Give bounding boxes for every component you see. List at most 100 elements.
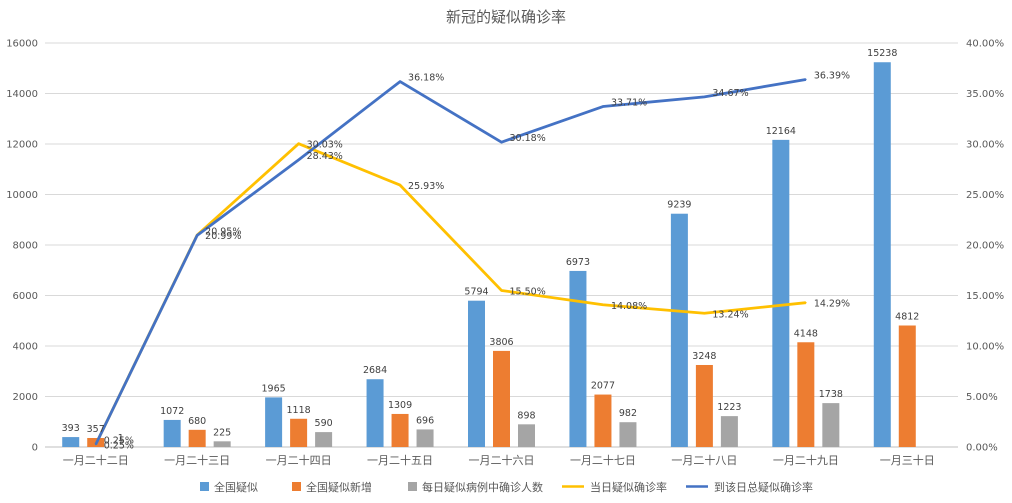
right-tick-label: 20.00%: [966, 241, 1004, 252]
bar-data-label: 3806: [489, 337, 513, 348]
right-tick-label: 30.00%: [966, 140, 1004, 151]
line-data-label: 28.43%: [307, 151, 343, 162]
line-point: [94, 443, 97, 446]
line-point: [297, 142, 300, 145]
bar-data-label: 680: [188, 416, 206, 427]
right-tick-label: 40.00%: [966, 39, 1004, 50]
bar: [366, 379, 384, 447]
bar: [188, 429, 206, 447]
bar: [163, 419, 181, 447]
bar-data-label: 4148: [794, 328, 818, 339]
bar: [62, 437, 80, 447]
left-tick-label: 2000: [13, 392, 38, 403]
line-data-label: 14.29%: [814, 299, 850, 310]
bar: [873, 62, 891, 447]
series-line: [94, 78, 807, 446]
bar: [594, 394, 612, 447]
category-label: 一月三十日: [880, 453, 935, 467]
line-point: [500, 289, 503, 292]
bar-data-label: 696: [416, 415, 434, 426]
bar-data-label: 1223: [717, 402, 741, 413]
bar-data-label: 9239: [667, 200, 691, 211]
bar-data-label: 5794: [464, 287, 488, 298]
bar-data-label: 1072: [160, 406, 184, 417]
bar: [720, 416, 738, 447]
category-label: 一月二十五日: [367, 453, 433, 467]
right-tick-label: 5.00%: [966, 392, 998, 403]
line-point: [500, 141, 503, 143]
bar: [518, 424, 535, 447]
chart-title: 新冠的疑似确诊率: [446, 8, 566, 26]
line-data-label: 0.25%: [104, 440, 134, 451]
bar-data-label: 357: [87, 424, 105, 435]
line-data-label: 33.71%: [611, 98, 647, 109]
line-point: [805, 78, 807, 81]
line-data-label: 15.50%: [510, 286, 546, 297]
line-point: [602, 303, 604, 306]
line-data-label: 30.18%: [510, 133, 546, 144]
right-tick-label: 15.00%: [966, 291, 1004, 302]
line-data-label: 25.93%: [408, 181, 444, 192]
right-tick-label: 10.00%: [966, 342, 1004, 353]
left-tick-label: 16000: [6, 39, 38, 50]
line-data-label: 0.25%: [104, 435, 134, 446]
bar: [695, 364, 713, 447]
legend-label: 每日疑似病例中确诊人数: [422, 480, 543, 494]
bar: [493, 350, 510, 447]
legend-label: 到该日总疑似确诊率: [714, 480, 813, 494]
bar-data-label: 898: [517, 410, 535, 421]
right-tick-label: 25.00%: [966, 190, 1004, 201]
bar-data-label: 4812: [895, 311, 919, 322]
legend-swatch: [292, 482, 301, 491]
bar-data-label: 3248: [692, 351, 716, 362]
legend-label: 全国疑似新增: [306, 480, 372, 494]
category-label: 一月二十二日: [63, 453, 129, 467]
legend: 全国疑似 全国疑似新增 每日疑似病例中确诊人数 当日疑似确诊率 到该日总疑似确诊率: [200, 480, 813, 494]
left-tick-label: 0: [32, 443, 38, 454]
line-data-labels: 0.25% 20.99% 30.03% 25.93% 15.50% 14.08% 13.24…: [104, 70, 850, 451]
legend-swatch: [200, 482, 209, 491]
line-series-group: [94, 78, 807, 446]
line-data-label: 34.67%: [712, 88, 748, 99]
bar: [391, 413, 409, 447]
bar: [468, 300, 485, 447]
left-tick-label: 12000: [6, 140, 38, 151]
bar-data-label: 393: [62, 423, 80, 434]
line-point: [703, 96, 706, 98]
bar-data-label: 15238: [867, 48, 897, 59]
bar: [797, 342, 815, 447]
bar-data-label: 225: [213, 427, 231, 438]
line-point: [805, 301, 807, 304]
bar: [112, 446, 130, 448]
right-tick-label: 35.00%: [966, 89, 1004, 100]
bar-data-labels: 393 1072 1965 2684 5794 6973 9239 12164 15238 357…: [62, 48, 920, 444]
category-label: 一月二十四日: [266, 453, 332, 467]
bar: [569, 270, 587, 447]
bar-data-label: 1738: [819, 389, 843, 400]
category-label: 一月二十六日: [469, 453, 535, 467]
legend-label: 当日疑似确诊率: [590, 480, 667, 494]
line-point: [196, 234, 198, 237]
left-tick-label: 10000: [6, 190, 38, 201]
bar-data-label: 1965: [262, 383, 286, 394]
bar-data-label: 2684: [363, 365, 387, 376]
bar: [265, 397, 283, 447]
bar: [822, 403, 840, 447]
category-label: 一月二十八日: [671, 453, 737, 467]
bar: [315, 432, 333, 447]
line-point: [703, 312, 706, 315]
bar-data-label: 1309: [388, 400, 412, 411]
legend-swatch: [408, 482, 417, 491]
left-tick-label: 14000: [6, 89, 38, 100]
category-label: 一月二十九日: [773, 453, 839, 467]
bar-data-label: 12164: [766, 126, 796, 137]
line-data-label: 36.39%: [814, 70, 850, 81]
left-tick-label: 4000: [13, 342, 38, 353]
legend-label: 全国疑似: [214, 480, 258, 494]
series-line: [94, 142, 806, 446]
bar-data-label: 1: [118, 433, 124, 444]
bar: [772, 139, 790, 447]
right-y-axis: 0.00% 5.00% 10.00% 15.00% 20.00% 25.00% 30.00%…: [966, 39, 1004, 454]
